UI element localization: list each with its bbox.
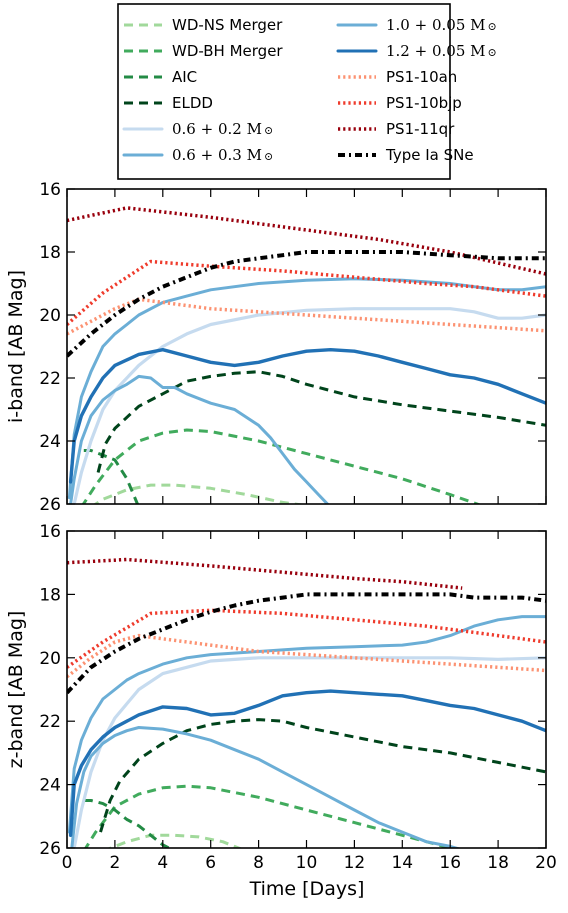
z-band-series-ps1_11qr <box>67 557 463 590</box>
x-tick-label: 10 <box>296 853 318 873</box>
legend-label-ps1_10bjp: PS1-10bjp <box>386 94 462 112</box>
i-band-plot-area <box>67 206 546 504</box>
z-band-series-m06_03 <box>70 726 462 848</box>
i-band-y-tick-label: 24 <box>39 432 61 452</box>
x-tick-label: 16 <box>439 853 461 873</box>
i-band-series-wdbh <box>81 428 482 504</box>
z-band-series-wdbh <box>84 784 457 848</box>
legend-label-aic: AIC <box>172 68 197 86</box>
x-tick-label: 0 <box>62 853 73 873</box>
x-axis-label: Time [Days] <box>249 878 365 900</box>
i-band-series-ps1_10ah <box>67 297 546 336</box>
z-band-plot-area <box>67 557 546 848</box>
solar-mass-symbol: ⊙ <box>264 150 273 163</box>
i-band-series-m06_03 <box>69 374 330 504</box>
solar-mass-symbol: ⊙ <box>488 20 497 33</box>
legend-label-eldd: ELDD <box>172 94 213 112</box>
i-band-y-axis-label: i-band [AB Mag] <box>5 270 27 423</box>
solar-mass-symbol: ⊙ <box>488 46 497 59</box>
z-band-series-type_ia <box>67 592 546 695</box>
x-tick-label: 8 <box>253 853 264 873</box>
i-band-series-eldd <box>96 370 546 473</box>
i-band-series-type_ia <box>67 250 546 358</box>
z-band-series-m10_005 <box>67 615 546 834</box>
z-band-series-ps1_10ah <box>67 633 546 679</box>
x-tick-label: 14 <box>391 853 413 873</box>
z-band-series-aic <box>83 799 172 848</box>
z-band-y-tick-label: 20 <box>39 649 61 669</box>
legend-label-m12_005: 1.2 + 0.05 M ⊙ <box>386 42 497 60</box>
i-band-series-m12_005 <box>68 348 546 484</box>
z-band-y-tick-label: 16 <box>39 522 61 542</box>
i-band-series-m10_005 <box>67 277 546 500</box>
z-band-y-tick-label: 18 <box>39 585 61 605</box>
i-band-y-tick-label: 18 <box>39 243 61 263</box>
legend: WD-NS Merger WD-BH Merger AIC ELDD 0.6 + 0.2… <box>117 3 497 180</box>
legend-label-m06_02: 0.6 + 0.2 M ⊙ <box>172 120 273 138</box>
z-band-series-m12_005 <box>68 689 546 837</box>
i-band-series-wdns <box>93 483 306 504</box>
legend-label-m06_03: 0.6 + 0.3 M ⊙ <box>172 146 273 164</box>
legend-label-wdns: WD-NS Merger <box>172 16 283 34</box>
z-band-y-axis-label: z-band [AB Mag] <box>5 611 27 769</box>
x-tick-label: 4 <box>157 853 168 873</box>
legend-label-m10_005: 1.0 + 0.05 M ⊙ <box>386 16 497 34</box>
i-band-panel: 16 18 20 22 24 26 i-band [AB Mag] <box>5 180 547 515</box>
legend-label-wdbh: WD-BH Merger <box>172 42 283 60</box>
solar-mass-symbol: ⊙ <box>264 124 273 137</box>
z-band-y-tick-label: 26 <box>39 839 61 859</box>
legend-label-ps1_10ah: PS1-10ah <box>386 68 457 86</box>
legend-label-type_ia: Type Ia SNe <box>385 146 474 164</box>
z-band-series-ps1_10bjp <box>67 608 546 669</box>
legend-box <box>117 3 451 180</box>
z-band-y-tick-label: 22 <box>39 712 61 732</box>
x-tick-label: 2 <box>109 853 120 873</box>
z-band-series-m06_02 <box>72 656 546 848</box>
i-band-y-tick-label: 20 <box>39 306 61 326</box>
i-band-y-tick-label: 22 <box>39 369 61 389</box>
z-band-y-tick-label: 24 <box>39 776 61 796</box>
i-band-series-m06_02 <box>72 307 546 504</box>
z-band-series-eldd <box>99 718 546 833</box>
x-tick-label: 20 <box>535 853 557 873</box>
legend-label-ps1_11qr: PS1-11qr <box>386 120 455 138</box>
i-band-y-tick-label: 26 <box>39 495 61 515</box>
i-band-axes-frame <box>66 188 547 505</box>
i-band-series-aic <box>83 449 140 504</box>
i-band-series-ps1_11qr <box>67 206 546 276</box>
x-tick-label: 6 <box>205 853 216 873</box>
x-tick-label: 18 <box>487 853 509 873</box>
z-band-series-wdns <box>106 833 243 848</box>
x-tick-label: 12 <box>344 853 366 873</box>
i-band-y-tick-label: 16 <box>39 180 61 200</box>
